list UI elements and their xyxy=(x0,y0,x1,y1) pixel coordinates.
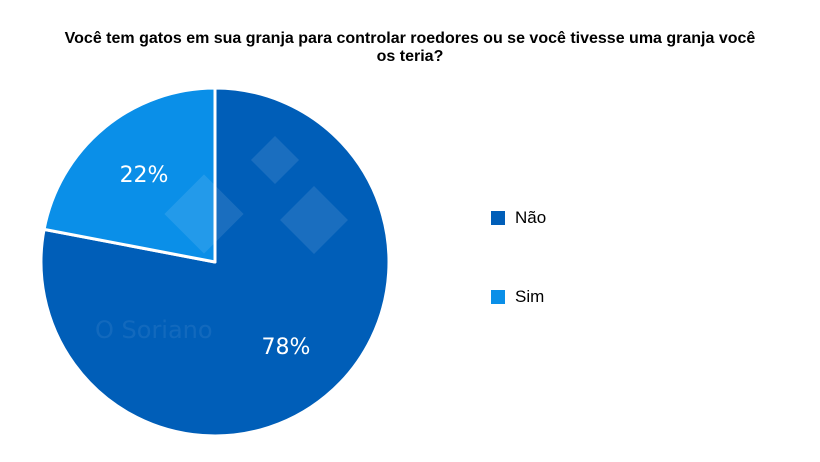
legend-item-nao: Não xyxy=(491,208,546,228)
watermark-diamond-3 xyxy=(280,186,348,254)
watermark-diamond-1 xyxy=(250,135,300,185)
legend-item-sim: Sim xyxy=(491,287,544,307)
data-label-sim: 22% xyxy=(120,163,169,188)
chart-title: Você tem gatos em sua granja para contro… xyxy=(0,30,820,66)
legend-swatch-nao xyxy=(491,211,505,225)
watermark-author-text: O Soriano xyxy=(95,316,213,344)
legend-swatch-sim xyxy=(491,290,505,304)
legend-label-nao: Não xyxy=(515,208,547,227)
data-label-nao: 78% xyxy=(262,335,311,360)
slice-labels: 78% 22% xyxy=(120,163,311,360)
chart-title-line-2: os teria? xyxy=(376,48,444,65)
chart-title-line-1: Você tem gatos em sua granja para contro… xyxy=(64,30,756,47)
pie-slices xyxy=(39,86,391,438)
legend-label-sim: Sim xyxy=(515,287,545,306)
pie-slice-sim xyxy=(42,86,217,264)
